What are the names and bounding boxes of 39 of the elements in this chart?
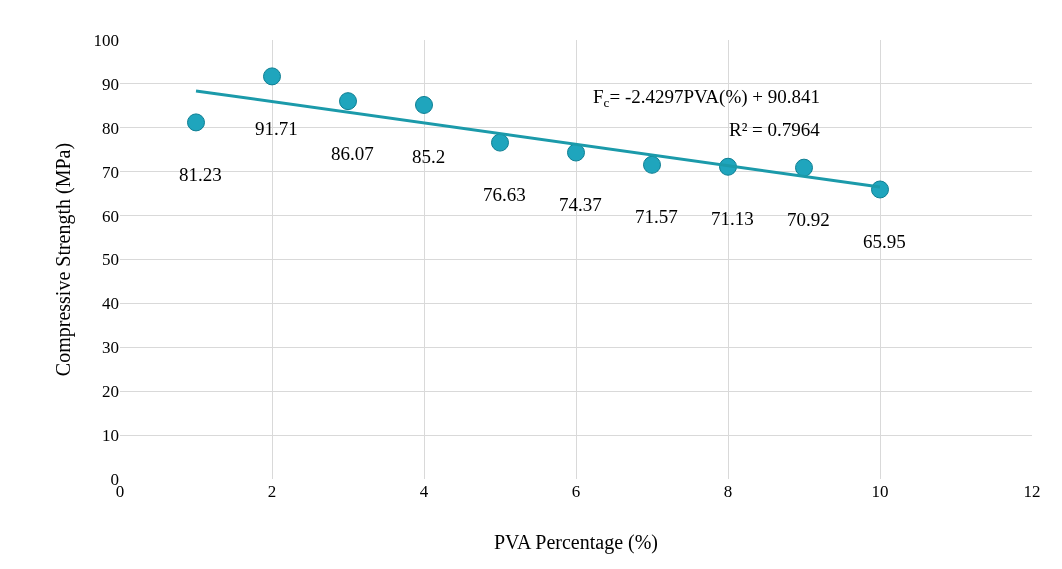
x-tick-label: 6: [571, 482, 581, 501]
data-label: 76.63: [483, 184, 526, 205]
y-tick-label: 70: [102, 162, 119, 182]
annotation: F$_{c}$= -2.4297PVA(%) + 90.841: [593, 86, 821, 110]
annotation: R² = 0.7964: [729, 119, 821, 140]
point: [795, 158, 813, 177]
x-tick-label: 2: [267, 482, 277, 501]
data-label: 71.13: [711, 208, 754, 229]
data-label: 85.2: [412, 146, 446, 167]
y-axis-title: Compressive Strength (MPa): [52, 142, 75, 377]
data-label: 86.07: [331, 143, 374, 164]
data-label: 65.95: [863, 231, 906, 252]
x-tick-label: 10: [871, 482, 889, 501]
y-tick-label: 20: [102, 382, 119, 402]
y-tick-label: 10: [102, 426, 119, 446]
x-axis-title: PVA Percentage (%): [493, 531, 659, 554]
x-tick-label: 12: [1023, 482, 1041, 501]
data-label: 91.71: [255, 118, 298, 139]
y-tick-label: 60: [102, 206, 119, 226]
y-tick-label: 30: [102, 338, 119, 358]
y-tick-label: 100: [93, 30, 119, 50]
data-label: 74.37: [559, 194, 602, 215]
x-tick-label: 8: [723, 482, 733, 501]
y-tick-label: 40: [102, 294, 119, 314]
point: [339, 92, 357, 111]
point: [871, 180, 889, 199]
point: [567, 143, 585, 162]
point: [491, 133, 509, 152]
data-label: 81.23: [179, 164, 222, 185]
y-tick-label: 50: [102, 250, 119, 270]
point: [643, 155, 661, 174]
point: [263, 67, 281, 86]
x-tick-label: 4: [419, 482, 429, 501]
y-tick-label: 90: [102, 74, 119, 94]
data-label: 71.57: [635, 206, 678, 227]
point: [187, 113, 205, 132]
y-tick-label: 80: [102, 118, 119, 138]
data-label: 70.92: [787, 209, 830, 230]
point: [415, 95, 433, 114]
